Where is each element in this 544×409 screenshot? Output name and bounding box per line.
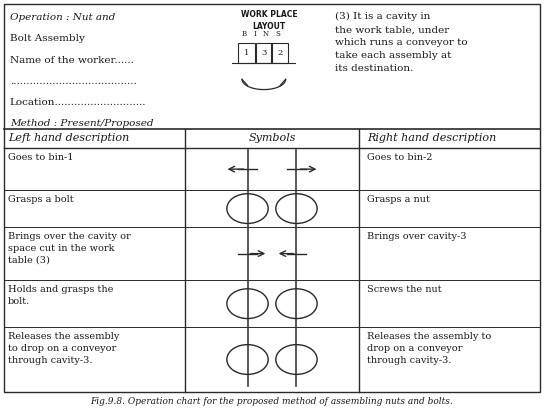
- Text: Brings over the cavity or
space cut in the work
table (3): Brings over the cavity or space cut in t…: [8, 232, 131, 265]
- Text: Symbols: Symbols: [248, 133, 296, 144]
- Text: Goes to bin-2: Goes to bin-2: [367, 153, 432, 162]
- Text: WORK PLACE: WORK PLACE: [241, 10, 298, 19]
- Text: Grasps a bolt: Grasps a bolt: [8, 195, 74, 204]
- Text: I: I: [254, 30, 257, 38]
- Text: 2: 2: [277, 49, 282, 57]
- Text: Right hand description: Right hand description: [367, 133, 497, 144]
- Text: Releases the assembly to
drop on a conveyor
through cavity-3.: Releases the assembly to drop on a conve…: [367, 332, 491, 365]
- Text: Releases the assembly
to drop on a conveyor
through cavity-3.: Releases the assembly to drop on a conve…: [8, 332, 120, 365]
- Text: N: N: [263, 30, 269, 38]
- Text: Location............................: Location............................: [10, 98, 146, 107]
- Text: (3) It is a cavity in
the work table, under
which runs a conveyor to
take each a: (3) It is a cavity in the work table, un…: [335, 12, 467, 73]
- Text: 1: 1: [244, 49, 249, 57]
- Text: Operation : Nut and: Operation : Nut and: [10, 13, 115, 22]
- Text: .......................................: .......................................: [10, 77, 137, 86]
- Text: LAYOUT: LAYOUT: [252, 22, 286, 31]
- Bar: [271, 43, 288, 63]
- Text: Fig.9.8. Operation chart for the proposed method of assembling nuts and bolts.: Fig.9.8. Operation chart for the propose…: [91, 397, 453, 406]
- Text: Grasps a nut: Grasps a nut: [367, 195, 430, 204]
- Bar: [256, 43, 272, 63]
- Text: Method : Present/Proposed: Method : Present/Proposed: [10, 119, 153, 128]
- Text: 3: 3: [261, 49, 267, 57]
- Text: B: B: [242, 30, 247, 38]
- Text: Screws the nut: Screws the nut: [367, 285, 442, 294]
- Text: Bolt Assembly: Bolt Assembly: [10, 34, 85, 43]
- Text: Goes to bin-1: Goes to bin-1: [8, 153, 73, 162]
- Text: Holds and grasps the
bolt.: Holds and grasps the bolt.: [8, 285, 114, 306]
- Text: Brings over cavity-3: Brings over cavity-3: [367, 232, 467, 241]
- Bar: [238, 43, 255, 63]
- Text: Name of the worker......: Name of the worker......: [10, 56, 134, 65]
- Text: S: S: [275, 30, 280, 38]
- Text: Left hand description: Left hand description: [8, 133, 129, 144]
